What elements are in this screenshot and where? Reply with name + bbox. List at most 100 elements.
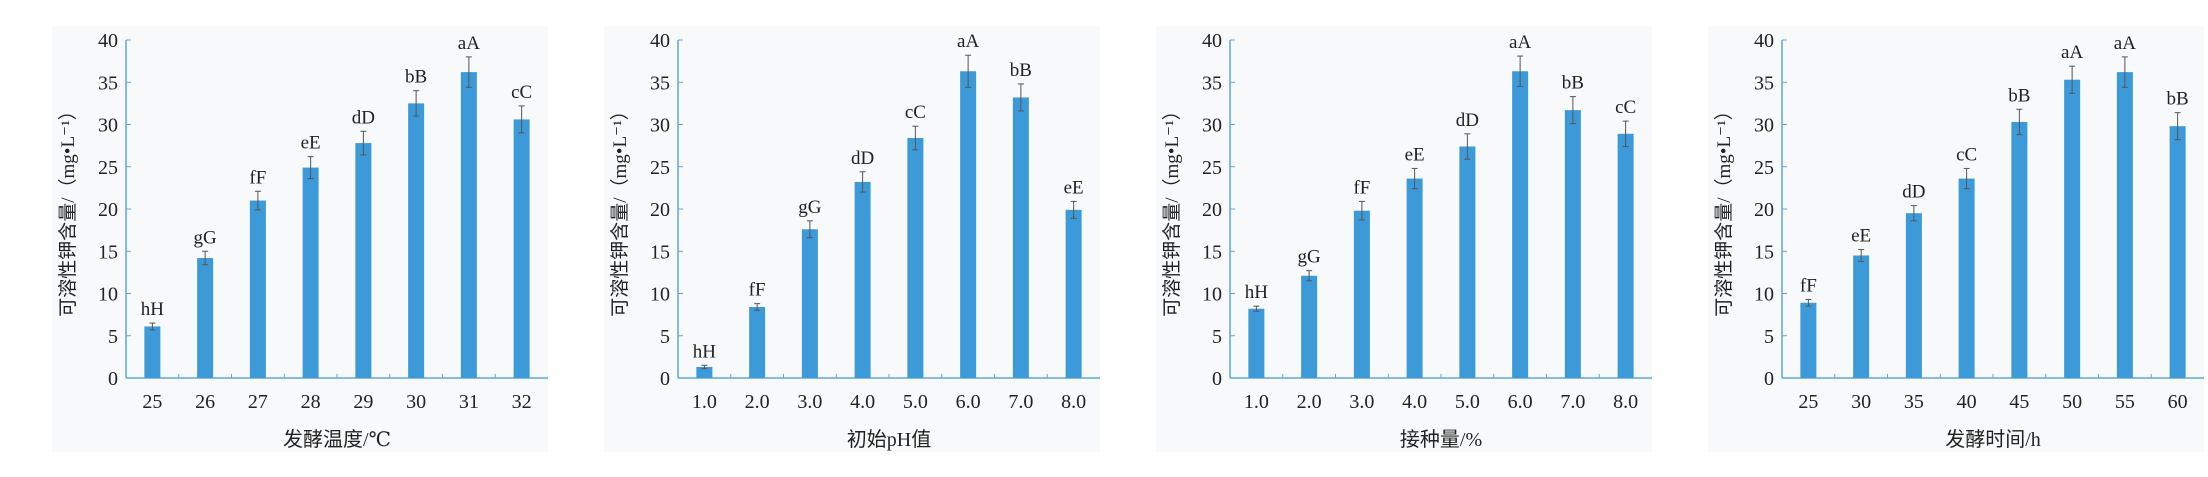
x-tick-label: 28 — [301, 391, 321, 413]
x-tick-label: 2.0 — [1297, 391, 1322, 413]
bar — [696, 367, 713, 378]
y-tick-label: 10 — [98, 284, 118, 306]
y-tick-label: 10 — [650, 284, 670, 306]
bar — [907, 138, 924, 378]
bar-chart: 0 5 10 15 20 25 30 35 40 hH 1.0 gG 2.0 fF 3.0 eE 4.0 dD 5.… — [1156, 26, 1652, 452]
significance-label: aA — [2061, 42, 2083, 63]
significance-label: hH — [141, 299, 165, 320]
significance-label: dD — [1456, 110, 1479, 131]
bar — [1512, 71, 1529, 378]
y-tick-label: 20 — [650, 199, 670, 221]
x-tick-label: 40 — [1957, 391, 1977, 413]
bar — [2169, 126, 2186, 378]
x-tick-label: 8.0 — [1061, 391, 1086, 413]
x-tick-label: 31 — [459, 391, 479, 413]
significance-label: hH — [693, 341, 717, 362]
significance-label: fF — [249, 167, 266, 188]
x-tick-label: 8.0 — [1613, 391, 1638, 413]
significance-label: cC — [1615, 97, 1636, 118]
x-tick-label: 26 — [195, 391, 215, 413]
y-tick-label: 30 — [98, 115, 118, 137]
bar — [749, 307, 766, 378]
significance-label: fF — [1800, 275, 1817, 296]
significance-label: eE — [1851, 226, 1871, 247]
bar — [2116, 72, 2133, 379]
y-tick-label: 40 — [1202, 30, 1222, 52]
significance-label: bB — [1562, 73, 1584, 94]
significance-label: hH — [1245, 282, 1269, 303]
x-tick-label: 4.0 — [1402, 391, 1427, 413]
y-tick-label: 0 — [1764, 368, 1774, 390]
x-tick-label: 60 — [2168, 391, 2188, 413]
x-axis-label: 接种量/% — [1400, 428, 1482, 451]
x-tick-label: 5.0 — [1455, 391, 1480, 413]
bar — [960, 71, 977, 378]
bar — [1905, 213, 1922, 378]
x-tick-label: 35 — [1904, 391, 1924, 413]
y-tick-label: 5 — [1764, 326, 1774, 348]
y-tick-label: 25 — [1202, 157, 1222, 179]
bar — [1301, 275, 1318, 378]
x-tick-label: 1.0 — [692, 391, 717, 413]
x-axis-label: 发酵温度/℃ — [283, 428, 391, 451]
y-tick-label: 5 — [660, 326, 670, 348]
significance-label: fF — [749, 280, 766, 301]
significance-label: bB — [1010, 60, 1032, 81]
y-tick-label: 0 — [1212, 368, 1222, 390]
x-tick-label: 3.0 — [797, 391, 822, 413]
x-tick-label: 55 — [2115, 391, 2135, 413]
y-tick-label: 30 — [650, 115, 670, 137]
x-tick-label: 29 — [353, 391, 373, 413]
significance-label: dD — [1902, 182, 1925, 203]
x-tick-label: 7.0 — [1008, 391, 1033, 413]
y-axis-label: 可溶性钾含量/（mg•L⁻¹） — [609, 101, 631, 317]
significance-label: gG — [798, 197, 822, 218]
bar — [1564, 110, 1581, 378]
significance-label: eE — [1064, 177, 1084, 198]
x-tick-label: 45 — [2009, 391, 2029, 413]
bar — [1459, 146, 1476, 378]
x-tick-label: 7.0 — [1560, 391, 1585, 413]
bar — [197, 258, 214, 378]
bar — [460, 72, 477, 379]
y-tick-label: 40 — [650, 30, 670, 52]
y-tick-label: 5 — [108, 326, 118, 348]
x-axis-label: 发酵时间/h — [1945, 428, 2041, 451]
y-tick-label: 35 — [650, 72, 670, 94]
significance-label: gG — [194, 227, 218, 248]
bar — [249, 200, 266, 378]
y-tick-label: 35 — [1754, 72, 1774, 94]
x-tick-label: 1.0 — [1244, 391, 1269, 413]
significance-label: gG — [1298, 247, 1322, 268]
significance-label: dD — [851, 148, 874, 169]
bar — [513, 119, 530, 379]
bar-chart: 0 5 10 15 20 25 30 35 40 hH 1.0 fF 2.0 gG 3.0 dD 4.0 cC 5.… — [604, 26, 1100, 452]
bar — [1617, 133, 1634, 378]
significance-label: bB — [2008, 85, 2030, 106]
bar — [1800, 302, 1817, 378]
y-tick-label: 40 — [98, 30, 118, 52]
y-tick-label: 25 — [650, 157, 670, 179]
x-tick-label: 27 — [248, 391, 268, 413]
bar — [854, 181, 871, 378]
significance-label: fF — [1353, 177, 1370, 198]
y-tick-label: 20 — [98, 199, 118, 221]
y-tick-label: 10 — [1202, 284, 1222, 306]
y-tick-label: 25 — [98, 157, 118, 179]
y-tick-label: 0 — [108, 368, 118, 390]
y-tick-label: 30 — [1202, 115, 1222, 137]
x-axis-label: 初始pH值 — [847, 428, 931, 451]
bar — [144, 326, 161, 378]
chart-panel-temperature: 0 5 10 15 20 25 30 35 40 hH 25 gG 26 fF 27 eE 28 dD 29 bB 30… — [0, 0, 552, 477]
bar — [1853, 255, 1870, 378]
significance-label: cC — [1956, 144, 1977, 165]
bar — [1248, 308, 1265, 378]
y-tick-label: 15 — [650, 241, 670, 263]
y-tick-label: 0 — [660, 368, 670, 390]
bar — [1353, 210, 1370, 378]
y-axis-label: 可溶性钾含量/（mg•L⁻¹） — [57, 101, 79, 317]
bar-chart: 0 5 10 15 20 25 30 35 40 hH 25 gG 26 fF 27 eE 28 dD 29 bB 30… — [52, 26, 548, 452]
significance-label: bB — [405, 67, 427, 88]
significance-label: cC — [905, 102, 926, 123]
bar — [2064, 79, 2081, 378]
